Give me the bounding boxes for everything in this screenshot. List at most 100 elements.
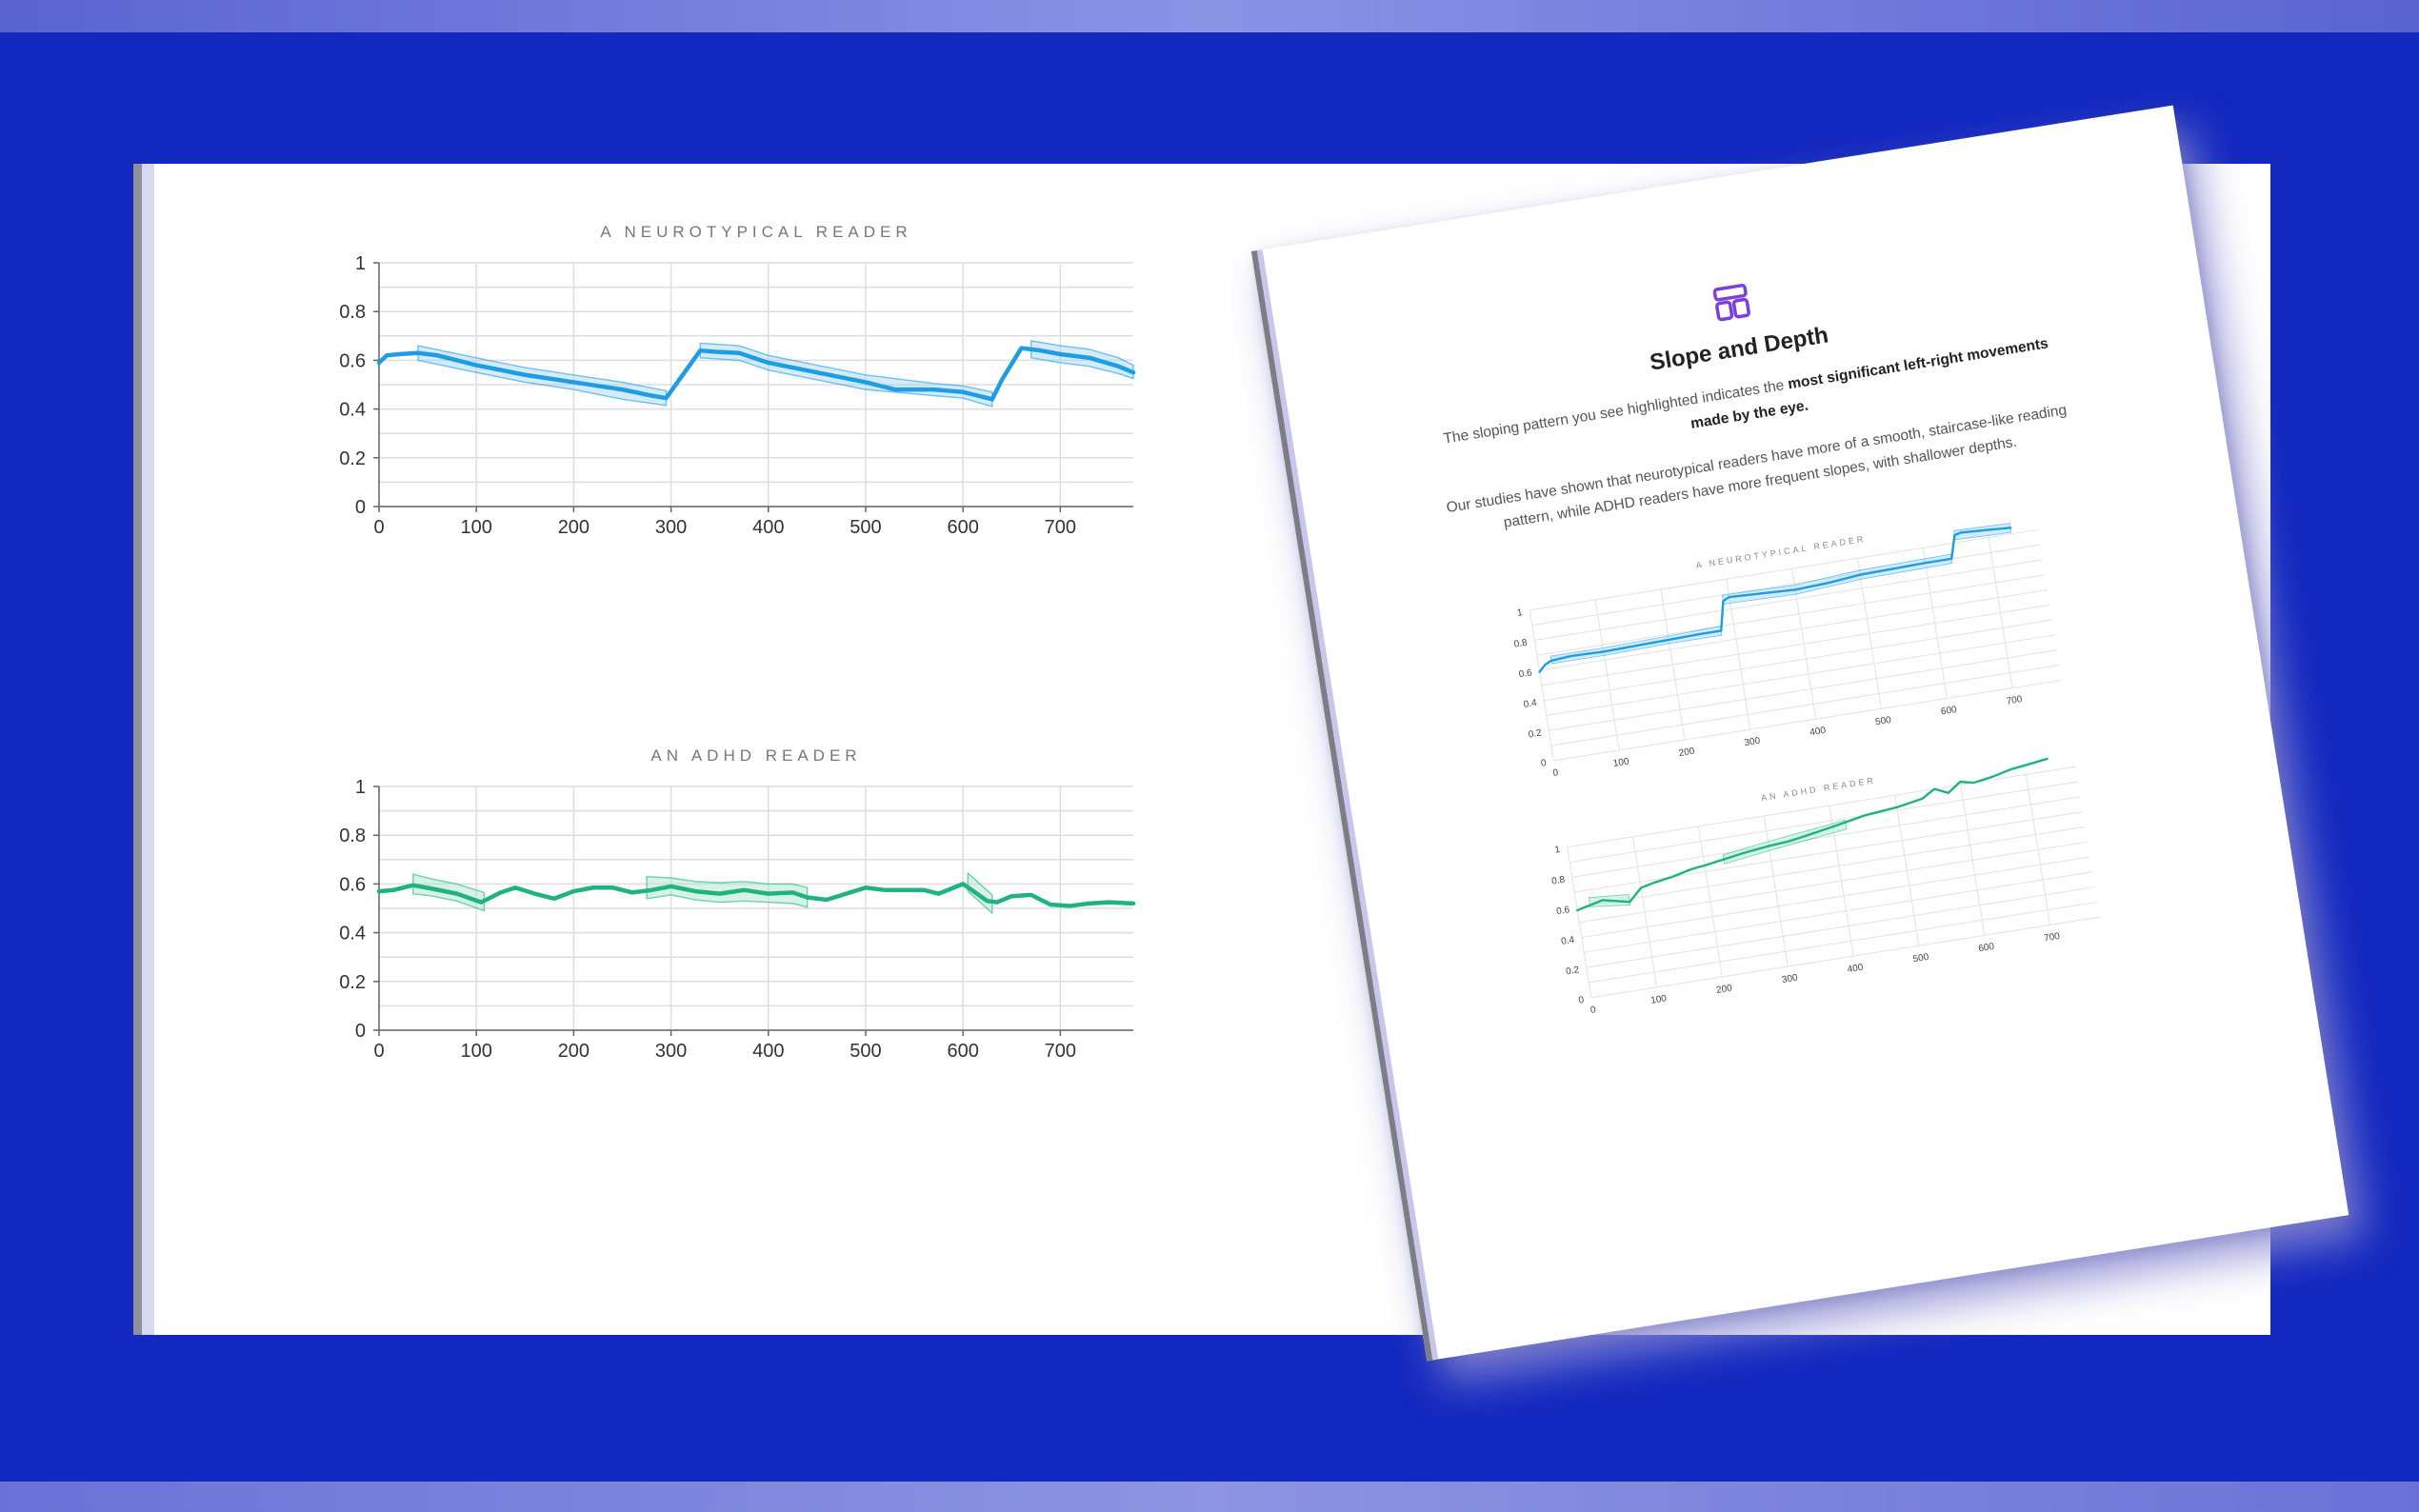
x-tick-label: 0 xyxy=(373,517,384,538)
x-tick-label: 700 xyxy=(2043,931,2061,945)
x-tick-label: 600 xyxy=(947,1041,978,1062)
y-tick-label: 0.8 xyxy=(1513,638,1529,650)
x-tick-label: 600 xyxy=(1978,942,1996,955)
x-tick-label: 400 xyxy=(752,1041,784,1062)
y-tick-label: 0 xyxy=(355,497,366,518)
x-tick-label: 200 xyxy=(1715,983,1733,996)
adhd-chart: AN ADHD READER 0 0.2 0.4 0.6 0.8 1 0 100 200 300 40… xyxy=(339,746,1136,1062)
y-tick-label: 0.6 xyxy=(339,874,366,895)
x-tick-label: 300 xyxy=(1781,973,1799,986)
chart-title: AN ADHD READER xyxy=(650,746,861,765)
x-tick-label: 100 xyxy=(461,517,492,538)
h-gridline xyxy=(1529,528,2038,611)
v-gridline xyxy=(1567,846,1592,998)
v-gridline xyxy=(2025,774,2050,925)
x-tick-label: 100 xyxy=(1612,756,1630,769)
x-tick-label: 300 xyxy=(655,517,687,538)
h-gridline xyxy=(1589,901,2097,984)
v-gridline xyxy=(1960,785,1986,936)
y-tick-label: 0.6 xyxy=(1518,667,1533,680)
v-gridline xyxy=(1697,826,1723,977)
y-tick-label: 0.6 xyxy=(1555,905,1570,917)
v-gridline xyxy=(1988,537,2013,688)
h-gridline xyxy=(1581,856,2090,938)
y-tick-label: 0.2 xyxy=(1565,965,1580,977)
v-gridline xyxy=(1632,836,1658,987)
chart-title: A NEUROTYPICAL READER xyxy=(1695,534,1867,570)
x-tick-label: 400 xyxy=(752,517,784,538)
x-tick-label: 200 xyxy=(558,1041,590,1062)
chart-title: A NEUROTYPICAL READER xyxy=(600,223,911,241)
y-tick-label: 1 xyxy=(1516,607,1524,619)
x-tick-label: 700 xyxy=(2006,694,2024,707)
h-gridline xyxy=(1541,604,2050,686)
x-tick-label: 700 xyxy=(1045,517,1076,538)
y-tick-label: 0.4 xyxy=(1560,935,1575,947)
x-tick-label: 700 xyxy=(1045,1041,1076,1062)
y-tick-label: 0.8 xyxy=(339,302,366,323)
y-tick-label: 0.8 xyxy=(339,826,366,846)
h-gridline xyxy=(1534,559,2043,641)
x-tick-label: 0 xyxy=(373,1041,384,1062)
h-gridline xyxy=(1550,665,2060,746)
h-gridline xyxy=(1590,916,2100,999)
bottom-glow-strip xyxy=(0,1482,2419,1512)
v-gridline xyxy=(1763,815,1789,967)
v-gridline xyxy=(1529,609,1554,761)
v-gridline xyxy=(1922,547,1948,699)
v-gridline xyxy=(1856,558,1882,709)
h-gridline xyxy=(1567,766,2076,848)
h-gridline xyxy=(1584,871,2092,953)
x-tick-label: 600 xyxy=(947,517,978,538)
h-gridline xyxy=(1549,649,2057,731)
v-gridline xyxy=(1829,806,1854,957)
x-tick-label: 500 xyxy=(850,1041,881,1062)
x-tick-label: 200 xyxy=(558,517,590,538)
x-tick-label: 500 xyxy=(850,517,881,538)
y-tick-label: 0.2 xyxy=(339,448,366,469)
y-tick-label: 0.2 xyxy=(1528,727,1543,740)
confidence-band xyxy=(1030,340,1134,380)
v-gridline xyxy=(1894,795,1920,946)
x-tick-label: 500 xyxy=(1874,715,1892,728)
x-tick-label: 400 xyxy=(1809,726,1828,739)
series-line xyxy=(376,882,1136,908)
x-tick-label: 100 xyxy=(461,1041,492,1062)
y-tick-label: 0.4 xyxy=(339,924,366,945)
y-tick-label: 0.2 xyxy=(339,972,366,993)
h-gridline xyxy=(1586,886,2095,968)
h-gridline xyxy=(1546,634,2055,716)
h-gridline xyxy=(1553,679,2062,762)
doc-neurotypical-chart: A NEUROTYPICAL READER 0 0.2 0.4 0.6 0.8 1 0 100 2… xyxy=(1513,523,2062,779)
confidence-band xyxy=(967,871,993,915)
x-tick-label: 100 xyxy=(1650,993,1669,1006)
sheet-edge xyxy=(133,164,154,1335)
y-tick-label: 1 xyxy=(1554,845,1562,856)
y-tick-label: 0 xyxy=(355,1021,366,1042)
h-gridline xyxy=(1579,841,2088,924)
x-tick-label: 0 xyxy=(1589,1005,1597,1016)
layout-icon xyxy=(1712,284,1750,322)
h-gridline xyxy=(1576,826,2086,908)
h-gridline xyxy=(1531,544,2041,627)
h-gridline xyxy=(1539,589,2048,671)
doc-adhd-chart: AN ADHD READER 0 0.2 0.4 0.6 0.8 1 0 100 200 300 40… xyxy=(1550,757,2100,1016)
y-tick-label: 1 xyxy=(355,253,366,274)
series-line xyxy=(1538,527,2012,673)
x-tick-label: 300 xyxy=(1744,736,1762,749)
y-tick-label: 0 xyxy=(1578,995,1586,1006)
v-gridline xyxy=(1726,579,1751,730)
y-tick-label: 0 xyxy=(1540,758,1548,769)
y-tick-label: 0.8 xyxy=(1550,875,1566,887)
x-tick-label: 200 xyxy=(1678,746,1696,760)
y-tick-label: 0.4 xyxy=(339,400,366,421)
x-tick-label: 300 xyxy=(655,1041,687,1062)
top-glow-strip xyxy=(0,0,2419,32)
h-gridline xyxy=(1571,796,2081,878)
x-tick-label: 400 xyxy=(1847,963,1865,976)
document-page: Slope and Depth The sloping pattern you … xyxy=(1250,105,2349,1362)
h-gridline xyxy=(1574,811,2083,893)
x-tick-label: 500 xyxy=(1912,952,1930,965)
h-gridline xyxy=(1569,781,2078,863)
series-line xyxy=(1576,757,2049,912)
